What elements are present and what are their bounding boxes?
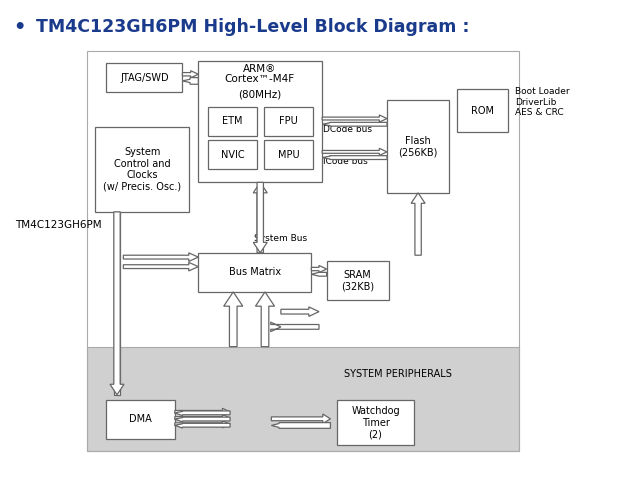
Polygon shape: [253, 182, 267, 253]
Text: Flash
(256KB): Flash (256KB): [398, 136, 438, 157]
Polygon shape: [271, 322, 319, 331]
Text: NVIC: NVIC: [221, 150, 244, 160]
Bar: [327, 262, 389, 300]
Polygon shape: [175, 411, 230, 416]
Polygon shape: [411, 193, 425, 255]
Text: DCode bus: DCode bus: [323, 125, 373, 135]
Text: Cortex™-M4F: Cortex™-M4F: [225, 74, 295, 83]
Bar: [208, 107, 257, 136]
Text: System
Control and
Clocks
(w/ Precis. Osc.): System Control and Clocks (w/ Precis. Os…: [103, 147, 181, 192]
Text: SYSTEM PERIPHERALS: SYSTEM PERIPHERALS: [345, 369, 452, 379]
Polygon shape: [253, 182, 267, 253]
Bar: [87, 51, 519, 451]
Text: Watchdog
Timer
(2): Watchdog Timer (2): [352, 406, 400, 439]
Text: •: •: [13, 18, 25, 37]
Polygon shape: [175, 421, 230, 428]
Bar: [208, 140, 257, 169]
Polygon shape: [175, 408, 230, 415]
Text: ETM: ETM: [223, 116, 243, 126]
Bar: [96, 127, 189, 212]
Bar: [337, 400, 414, 445]
Text: (80MHz): (80MHz): [239, 89, 281, 99]
Text: ARM®: ARM®: [243, 64, 277, 74]
Text: Boot Loader
DriverLib
AES & CRC: Boot Loader DriverLib AES & CRC: [515, 88, 569, 117]
Polygon shape: [271, 422, 330, 428]
Polygon shape: [175, 423, 230, 428]
Polygon shape: [322, 115, 387, 122]
Text: DMA: DMA: [129, 414, 152, 424]
Bar: [106, 399, 175, 439]
Text: MPU: MPU: [278, 150, 299, 160]
Polygon shape: [281, 307, 319, 317]
Bar: [198, 61, 322, 182]
Bar: [263, 107, 313, 136]
Text: System Bus: System Bus: [253, 234, 307, 243]
Text: TM4C123GH6PM: TM4C123GH6PM: [15, 220, 102, 230]
Polygon shape: [123, 253, 198, 262]
Text: TM4C123GH6PM High-Level Block Diagram :: TM4C123GH6PM High-Level Block Diagram :: [36, 18, 470, 36]
Polygon shape: [271, 414, 330, 423]
Polygon shape: [311, 273, 327, 276]
Polygon shape: [255, 292, 274, 347]
Bar: [263, 140, 313, 169]
Bar: [457, 90, 508, 132]
Text: Bus Matrix: Bus Matrix: [229, 267, 281, 277]
Polygon shape: [182, 78, 198, 84]
Polygon shape: [322, 148, 387, 156]
Polygon shape: [311, 265, 327, 273]
Polygon shape: [110, 212, 124, 395]
Text: JTAG/SWD: JTAG/SWD: [120, 73, 168, 82]
Polygon shape: [175, 417, 230, 422]
Polygon shape: [322, 122, 387, 126]
Bar: [114, 212, 120, 395]
Text: ROM: ROM: [471, 106, 494, 116]
Text: SRAM
(32KB): SRAM (32KB): [341, 270, 375, 292]
Bar: [106, 63, 182, 92]
Polygon shape: [224, 292, 243, 347]
Bar: [198, 253, 311, 292]
Text: ICode bus: ICode bus: [323, 158, 368, 166]
Polygon shape: [175, 414, 230, 422]
Text: FPU: FPU: [279, 116, 298, 126]
Polygon shape: [123, 262, 198, 271]
Polygon shape: [322, 156, 387, 160]
Bar: [87, 347, 519, 451]
Polygon shape: [182, 71, 198, 78]
Bar: [387, 100, 449, 193]
